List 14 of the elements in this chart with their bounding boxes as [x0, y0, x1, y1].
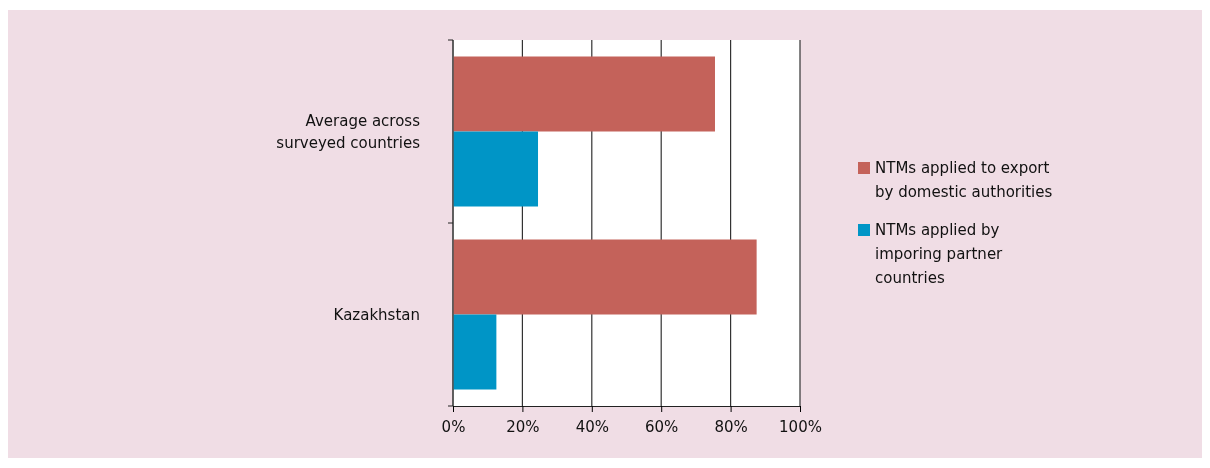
legend-label: NTMs applied to export by domestic authorities	[875, 159, 1053, 202]
bar	[453, 314, 497, 390]
x-tick-label: 20%	[506, 417, 540, 436]
x-tick-label: 100%	[779, 417, 822, 436]
y-tick-label: Kazakhstan	[333, 305, 420, 324]
y-tick-label: Average across surveyed countries	[276, 111, 421, 152]
x-tick-label: 60%	[645, 417, 679, 436]
bar	[453, 239, 757, 315]
bar	[453, 56, 715, 132]
x-tick-label: 80%	[714, 417, 748, 436]
x-tick-label: 40%	[575, 417, 609, 436]
bar	[453, 131, 539, 207]
legend-label: NTMs applied by imporing partner countries	[875, 221, 1004, 288]
x-tick-label: 0%	[441, 417, 466, 436]
